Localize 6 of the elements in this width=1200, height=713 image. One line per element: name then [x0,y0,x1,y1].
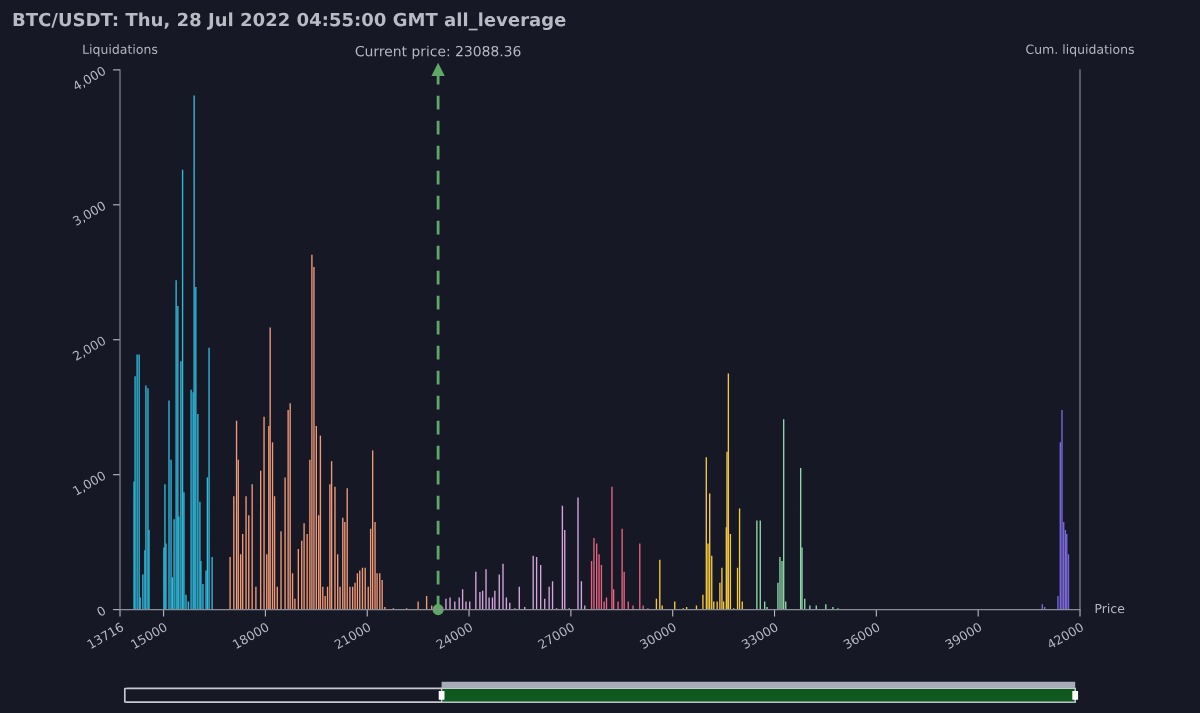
ref-line-label: Current price: 23088.36 [355,45,521,60]
y-axis-title: Liquidations [83,44,158,57]
y-tick-label: 0 [96,605,107,617]
x-axis-title: Price [1095,603,1125,614]
y2-axis-title: Cum. liquidations [1026,44,1134,57]
chart-title: BTC/USDT: Thu, 28 Jul 2022 04:55:00 GMT all_leverage [13,12,566,31]
